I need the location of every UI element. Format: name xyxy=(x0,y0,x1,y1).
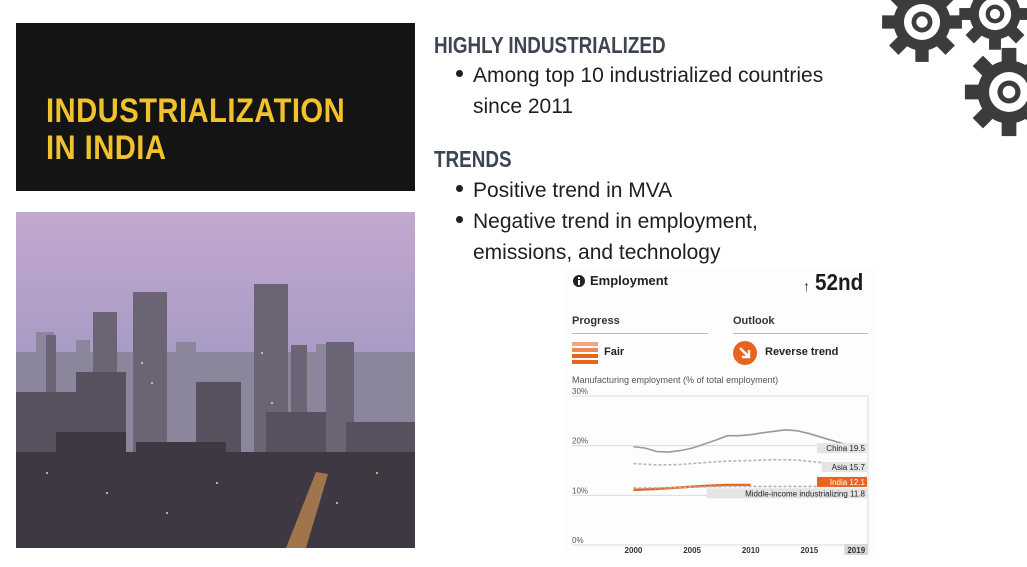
section-heading-trends: TRENDS xyxy=(434,146,512,172)
title-line-1: INDUSTRIALIZATION xyxy=(46,92,346,130)
series-label-bg xyxy=(817,443,867,454)
city-skyline-photo xyxy=(16,212,415,548)
x-tick-label: 2010 xyxy=(742,546,760,555)
progress-value: Fair xyxy=(604,346,625,358)
series-label-bg xyxy=(817,476,867,487)
series-end-label: Asia 15.7 xyxy=(832,463,866,472)
series-end-label: India 12.1 xyxy=(830,478,866,487)
divider xyxy=(733,333,868,334)
series-label-bg xyxy=(706,488,867,499)
bullet-dot xyxy=(456,185,463,192)
bullet-dot xyxy=(456,216,463,223)
bullet-text: emissions, and technology xyxy=(473,241,721,264)
series-end-label: Middle-income industrializing 11.8 xyxy=(745,489,865,498)
outlook-label: Outlook xyxy=(733,315,775,327)
bullet-text: Positive trend in MVA xyxy=(473,179,673,202)
rank-arrow: ↑ xyxy=(803,278,810,294)
x-tick-highlight xyxy=(844,544,869,555)
series-end-label: China 19.5 xyxy=(826,444,865,453)
bullet-dot xyxy=(456,70,463,77)
title-line-2: IN INDIA xyxy=(46,129,167,167)
series-line-india xyxy=(633,483,751,492)
x-tick-label: 2019 xyxy=(847,546,865,555)
chart-title: Manufacturing employment (% of total emp… xyxy=(572,375,779,385)
employment-line-chart: 0% 10% 20% 30% 2000 2005 2010 2015 2019 China 19.… xyxy=(572,388,869,555)
rank-value: 52nd xyxy=(815,269,864,295)
gears-icon xyxy=(882,0,1027,137)
info-circle-icon xyxy=(573,275,585,287)
title-banner: INDUSTRIALIZATION IN INDIA xyxy=(16,23,415,191)
x-tick-label: 2005 xyxy=(683,546,701,555)
progress-label: Progress xyxy=(572,315,620,327)
bullet-text: Among top 10 industrialized countries xyxy=(473,64,824,87)
outlook-value: Reverse trend xyxy=(765,346,839,358)
employment-chart-card: Employment ↑ 52nd Progress Outlook Fair … xyxy=(565,268,875,558)
bullet-text: Negative trend in employment, xyxy=(473,210,758,233)
bullet-text: since 2011 xyxy=(473,95,574,118)
y-tick-label: 30% xyxy=(572,388,588,396)
series-label-bg xyxy=(821,462,867,473)
progress-bars-icon xyxy=(572,342,598,364)
series-line-china xyxy=(633,428,857,453)
card-title: Employment xyxy=(590,273,669,288)
y-tick-label: 20% xyxy=(572,437,588,446)
reverse-trend-icon xyxy=(733,341,757,365)
y-tick-label: 0% xyxy=(572,536,584,545)
x-tick-label: 2000 xyxy=(625,546,643,555)
x-tick-label: 2015 xyxy=(800,546,818,555)
y-tick-label: 10% xyxy=(572,486,588,495)
section-heading-industrialized: HIGHLY INDUSTRIALIZED xyxy=(434,32,666,58)
divider xyxy=(572,333,708,334)
